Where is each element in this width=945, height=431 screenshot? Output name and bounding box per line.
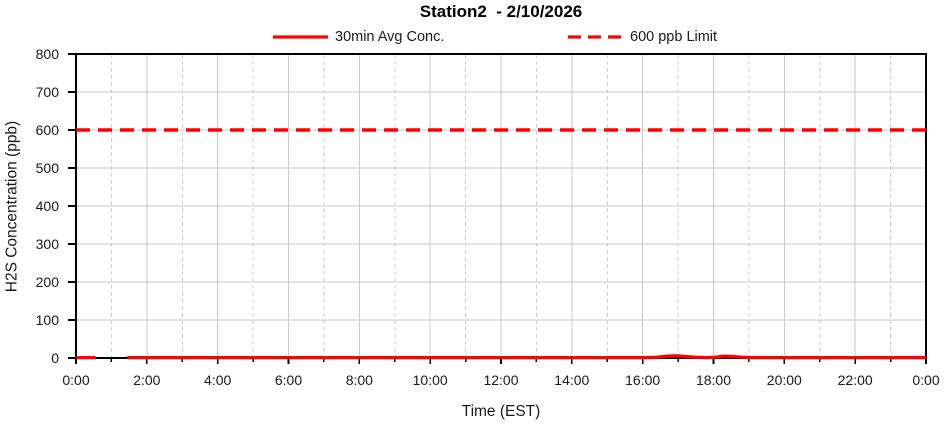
x-tick-label: 4:00 — [204, 372, 231, 388]
x-axis-title: Time (EST) — [461, 403, 541, 420]
x-tick-label: 8:00 — [346, 372, 373, 388]
y-axis-title: H2S Concentration (ppb) — [3, 120, 21, 293]
x-tick-label: 10:00 — [413, 372, 448, 388]
legend-label-avg-conc: 30min Avg Conc. — [335, 29, 445, 45]
legend-item-avg-conc: 30min Avg Conc. — [272, 27, 444, 47]
x-tick-label: 20:00 — [767, 372, 802, 388]
chart-title: Station2 - 2/10/2026 — [419, 2, 583, 21]
y-tick-label: 500 — [36, 160, 60, 176]
legend-dashed-line-icon — [568, 35, 623, 39]
x-tick-label: 0:00 — [62, 372, 89, 388]
x-tick-label: 16:00 — [625, 372, 660, 388]
legend-label-limit: 600 ppb Limit — [630, 29, 718, 45]
legend-item-limit: 600 ppb Limit — [567, 27, 717, 47]
y-tick-label: 700 — [36, 84, 60, 100]
y-tick-label: 400 — [36, 198, 60, 214]
y-tick-label: 0 — [51, 350, 59, 366]
y-tick-label: 600 — [36, 122, 60, 138]
x-tick-label: 0:00 — [912, 372, 939, 388]
x-tick-label: 18:00 — [696, 372, 731, 388]
y-tick-label: 800 — [36, 46, 60, 62]
series-line-avg-conc — [127, 354, 926, 360]
y-tick-label: 300 — [36, 236, 60, 252]
y-tick-label: 100 — [36, 312, 60, 328]
x-tick-label: 14:00 — [554, 372, 589, 388]
legend-solid-line-icon — [273, 35, 328, 39]
x-tick-label: 22:00 — [838, 372, 873, 388]
x-tick-label: 6:00 — [275, 372, 302, 388]
x-tick-label: 2:00 — [133, 372, 160, 388]
x-tick-label: 12:00 — [483, 372, 518, 388]
y-tick-label: 200 — [36, 274, 60, 290]
